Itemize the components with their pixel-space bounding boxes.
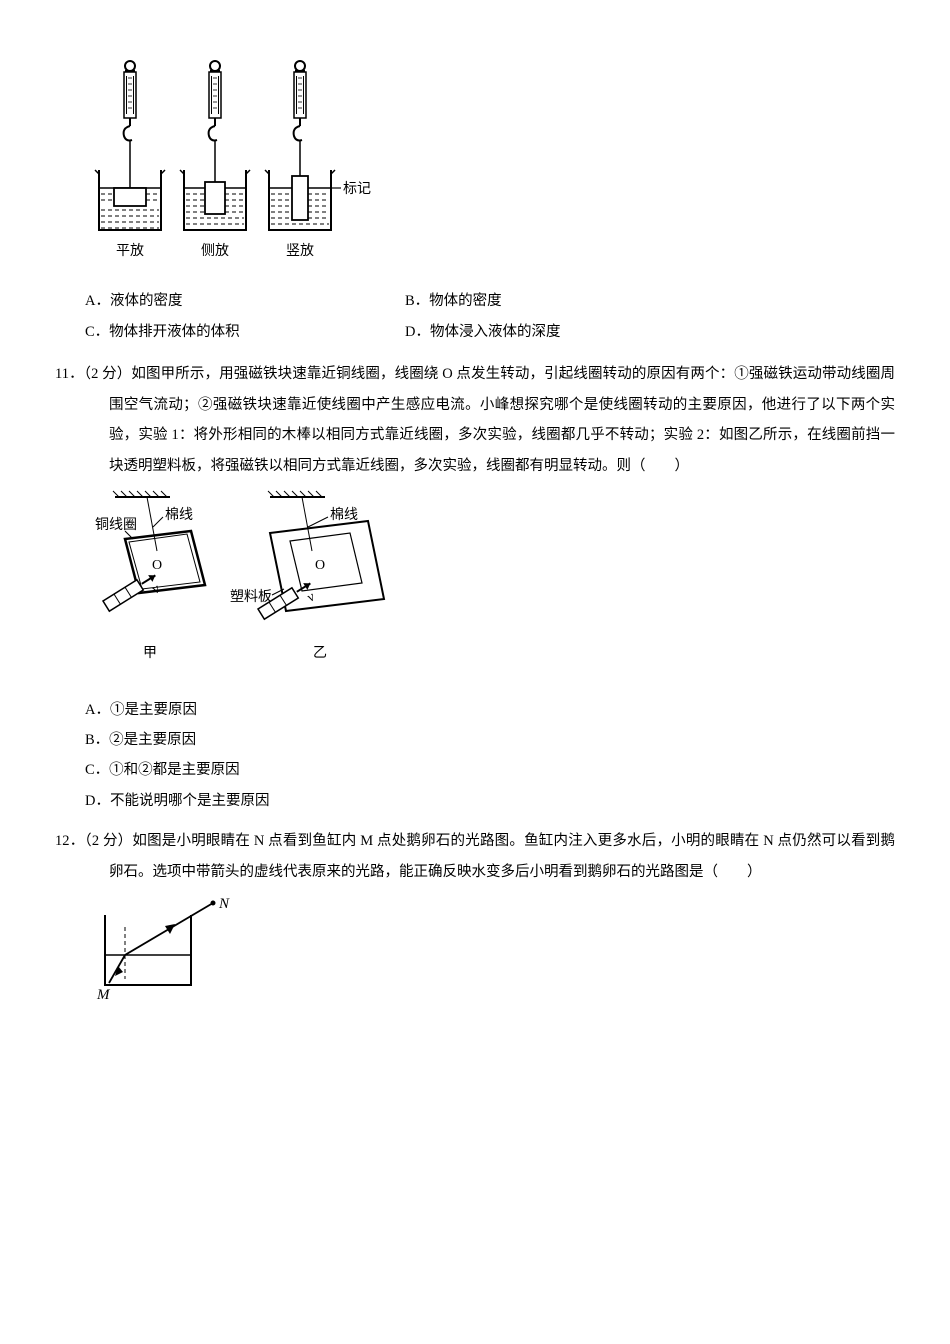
q11-thread-2: 棉线 <box>330 506 358 523</box>
q10-label-2: 侧放 <box>201 243 229 259</box>
q11-option-b: B．②是主要原因 <box>85 725 895 755</box>
q11-number: 11．（2 分） <box>55 366 131 382</box>
q10-label-1: 平放 <box>116 243 144 259</box>
q11-v-2: v <box>305 589 319 605</box>
q10-option-d: D．物体浸入液体的深度 <box>405 317 725 347</box>
q11-thread-1: 棉线 <box>165 506 193 523</box>
q12-text: 12．（2 分）如图是小明眼睛在 N 点看到鱼缸内 M 点处鹅卵石的光路图。鱼缸… <box>55 826 895 887</box>
q12-m-label: M <box>96 987 111 1003</box>
q12-diagram: N M <box>95 893 895 1014</box>
q11-board-label: 塑料板 <box>230 589 272 605</box>
q11-sub-1: 甲 <box>143 646 157 661</box>
q11-body: 如图甲所示，用强磁铁块速靠近铜线圈，线圈绕 O 点发生转动，引起线圈转动的原因有… <box>109 366 895 473</box>
q11-option-d: D．不能说明哪个是主要原因 <box>85 786 895 816</box>
q10-label-3: 竖放 <box>286 243 314 259</box>
q10-svg: 平放 <box>95 61 371 259</box>
q11-option-a: A．①是主要原因 <box>85 695 895 725</box>
q10-option-c: C．物体排开液体的体积 <box>85 317 405 347</box>
q12-n-label: N <box>218 896 230 912</box>
q11-sub-2: 乙 <box>313 645 327 661</box>
q11-diagram: O v 铜线圈 棉线 甲 <box>95 489 895 680</box>
q11-o-2: O <box>315 558 325 573</box>
q10-diagram: 平放 <box>85 60 895 276</box>
q10-marker-label: 标记 <box>343 181 371 197</box>
q11-o-1: O <box>152 558 162 573</box>
q10-option-a: A．液体的密度 <box>85 286 405 316</box>
q11-option-c: C．①和②都是主要原因 <box>85 755 895 785</box>
q10-options-row2: C．物体排开液体的体积 D．物体浸入液体的深度 <box>85 317 895 347</box>
q10-option-b: B．物体的密度 <box>405 286 725 316</box>
q11-coil-label: 铜线圈 <box>95 517 137 533</box>
q12-number: 12．（2 分） <box>55 833 132 849</box>
q12-body: 如图是小明眼睛在 N 点看到鱼缸内 M 点处鹅卵石的光路图。鱼缸内注入更多水后，… <box>109 833 895 879</box>
q11-text: 11．（2 分）如图甲所示，用强磁铁块速靠近铜线圈，线圈绕 O 点发生转动，引起… <box>55 359 895 481</box>
q10-options-row1: A．液体的密度 B．物体的密度 <box>85 286 895 316</box>
